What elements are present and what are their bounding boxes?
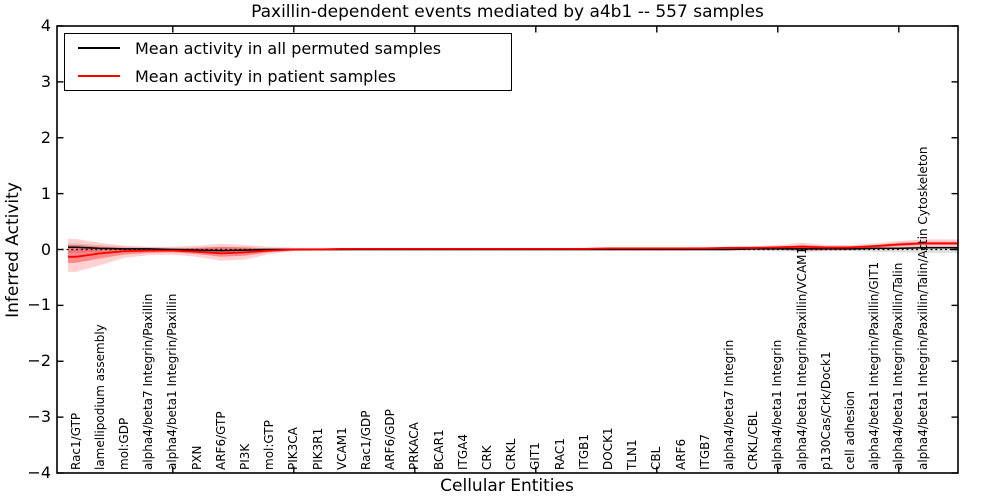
x-category-label: ARF6/GDP <box>383 409 398 470</box>
x-category-label: p130Cas/Crk/Dock1 <box>818 351 833 470</box>
x-category-label: CRK <box>479 445 494 470</box>
y-tick-label: −2 <box>27 351 51 371</box>
x-category-label: PRKACA <box>407 422 422 470</box>
x-category-label: mol:GDP <box>116 417 131 470</box>
x-category-label: cell adhesion <box>842 391 857 470</box>
x-category-label: alpha4/beta1 Integrin/Paxillin/GIT1 <box>867 261 882 470</box>
y-tick-label: −4 <box>27 463 51 482</box>
legend-entry-permuted: Mean activity in all permuted samples <box>65 35 511 61</box>
x-category-label: ARF6 <box>673 438 688 470</box>
x-category-label: alpha4/beta7 Integrin <box>721 339 736 470</box>
x-category-label: RAC1 <box>552 438 567 470</box>
x-category-label: alpha4/beta7 Integrin/Paxillin <box>141 293 156 470</box>
x-category-label: ARF6/GTP <box>213 411 228 470</box>
x-category-label: PI3K <box>237 443 252 470</box>
x-category-label: alpha4/beta1 Integrin/Paxillin <box>165 293 180 470</box>
y-tick-label: −1 <box>27 295 51 315</box>
y-tick-label: 3 <box>40 71 51 91</box>
x-category-label: Rac1/GTP <box>68 412 83 470</box>
legend: Mean activity in all permuted samples Me… <box>64 33 512 91</box>
x-category-label: alpha4/beta1 Integrin/Paxillin/Talin <box>891 262 906 470</box>
y-tick-label: 1 <box>40 183 51 203</box>
x-category-label: mol:GTP <box>262 420 277 470</box>
x-category-label: BCAR1 <box>431 429 446 470</box>
x-category-label: TLN1 <box>625 439 640 470</box>
y-tick-label: −3 <box>27 407 51 427</box>
x-category-label: CRKL/CBL <box>746 411 761 470</box>
x-category-label: PXN <box>189 445 204 470</box>
x-category-label: alpha4/beta1 Integrin/Paxillin/Talin/Act… <box>915 146 930 470</box>
band-patient-spread-outer <box>68 238 958 272</box>
patient-line-swatch <box>78 75 120 77</box>
legend-label-permuted: Mean activity in all permuted samples <box>135 38 442 58</box>
x-axis-label: Cellular Entities <box>440 476 574 496</box>
series-line-patient <box>68 242 958 258</box>
chart-title: Paxillin-dependent events mediated by a4… <box>251 2 764 22</box>
x-category-label: ITGB7 <box>697 433 712 470</box>
legend-entry-patient: Mean activity in patient samples <box>65 63 511 89</box>
x-category-label: lamellipodium assembly <box>92 324 107 470</box>
x-category-label: GIT1 <box>528 442 543 470</box>
y-tick-label: 4 <box>40 16 51 35</box>
x-category-label: ITGA4 <box>455 433 470 470</box>
x-category-label: CBL <box>649 446 664 470</box>
y-tick-label: 0 <box>40 239 51 259</box>
x-category-label: DOCK1 <box>600 427 615 470</box>
x-category-label: alpha4/beta1 Integrin <box>770 339 785 470</box>
x-category-label: alpha4/beta1 Integrin/Paxillin/VCAM1 <box>794 246 809 470</box>
x-category-label: PIK3CA <box>286 427 301 470</box>
x-category-label: Rac1/GDP <box>358 410 373 470</box>
x-category-label: VCAM1 <box>334 427 349 470</box>
legend-label-patient: Mean activity in patient samples <box>135 66 396 86</box>
permuted-line-swatch <box>78 47 120 49</box>
y-tick-label: 2 <box>40 127 51 147</box>
x-category-label: CRKL <box>504 438 519 470</box>
x-category-label: ITGB1 <box>576 433 591 470</box>
x-category-label: PIK3R1 <box>310 427 325 470</box>
